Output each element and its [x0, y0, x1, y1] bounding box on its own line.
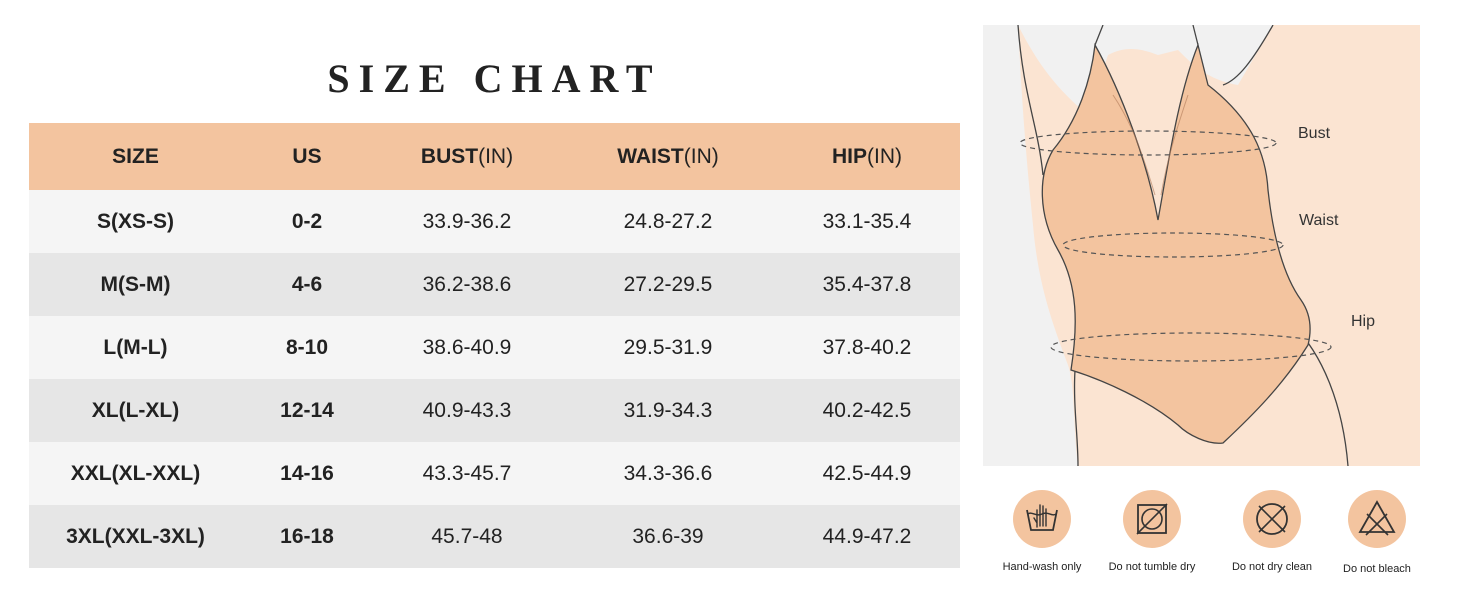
table-row: S(XS-S) 0-2 33.9-36.2 24.8-27.2 33.1-35.…	[29, 190, 960, 253]
cell-hip: 35.4-37.8	[822, 272, 912, 296]
cell-hip: 42.5-44.9	[822, 461, 912, 485]
measurement-figure: Bust Waist Hip	[983, 25, 1420, 466]
cell-us: 14-16	[280, 461, 334, 485]
header-us: US	[292, 144, 322, 168]
no-bleach-icon	[1348, 490, 1406, 548]
table-header-row: SIZE US BUST(IN) WAIST(IN) HIP(IN)	[29, 123, 960, 190]
cell-us: 8-10	[285, 335, 329, 359]
table-row: M(S-M) 4-6 36.2-38.6 27.2-29.5 35.4-37.8	[29, 253, 960, 316]
care-hand-wash: Hand-wash only	[982, 490, 1102, 573]
cell-waist: 31.9-34.3	[623, 398, 713, 422]
header-size: SIZE	[112, 144, 159, 168]
cell-hip: 37.8-40.2	[822, 335, 912, 359]
cell-hip: 33.1-35.4	[822, 209, 912, 233]
cell-bust: 38.6-40.9	[422, 335, 512, 359]
table-row: XXL(XL-XXL) 14-16 43.3-45.7 34.3-36.6 42…	[29, 442, 960, 505]
hip-label: Hip	[1351, 313, 1376, 330]
cell-size: L(M-L)	[103, 335, 168, 359]
cell-us: 16-18	[280, 524, 334, 548]
care-label: Do not dry clean	[1231, 561, 1313, 573]
cell-size: 3XL(XXL-3XL)	[66, 524, 205, 548]
page-title: SIZE CHART	[327, 56, 662, 101]
cell-bust: 43.3-45.7	[422, 461, 512, 485]
cell-us: 4-6	[291, 272, 323, 296]
no-dry-clean-icon	[1243, 490, 1301, 548]
cell-waist: 34.3-36.6	[623, 461, 713, 485]
cell-waist: 24.8-27.2	[623, 209, 713, 233]
body-illustration	[1017, 25, 1420, 466]
care-label: Do not bleach	[1343, 563, 1411, 575]
table-row: XL(L-XL) 12-14 40.9-43.3 31.9-34.3 40.2-…	[29, 379, 960, 442]
hand-wash-icon	[1013, 490, 1071, 548]
cell-bust: 36.2-38.6	[422, 272, 512, 296]
cell-waist: 29.5-31.9	[623, 335, 713, 359]
cell-hip: 40.2-42.5	[822, 398, 912, 422]
table-row: 3XL(XXL-3XL) 16-18 45.7-48 36.6-39 44.9-…	[29, 505, 960, 568]
cell-bust: 33.9-36.2	[422, 209, 512, 233]
care-no-dry-clean: Do not dry clean	[1212, 490, 1332, 573]
waist-label: Waist	[1299, 212, 1339, 229]
cell-hip: 44.9-47.2	[822, 524, 912, 548]
cell-us: 12-14	[280, 398, 334, 422]
header-hip: HIP(IN)	[831, 144, 902, 168]
cell-bust: 40.9-43.3	[422, 398, 512, 422]
bust-label: Bust	[1298, 125, 1331, 142]
table-row: L(M-L) 8-10 38.6-40.9 29.5-31.9 37.8-40.…	[29, 316, 960, 379]
care-no-tumble-dry: Do not tumble dry	[1092, 490, 1212, 573]
cell-waist: 27.2-29.5	[623, 272, 713, 296]
cell-size: XXL(XL-XXL)	[70, 461, 201, 485]
cell-bust: 45.7-48	[431, 524, 503, 548]
cell-size: M(S-M)	[100, 272, 171, 296]
no-tumble-dry-icon	[1123, 490, 1181, 548]
header-bust: BUST(IN)	[420, 144, 514, 168]
cell-size: S(XS-S)	[96, 209, 174, 233]
care-label: Do not tumble dry	[1108, 561, 1196, 573]
care-label: Hand-wash only	[1002, 561, 1082, 573]
cell-us: 0-2	[291, 209, 323, 233]
header-waist: WAIST(IN)	[617, 144, 719, 168]
cell-size: XL(L-XL)	[91, 398, 180, 422]
size-table: SIZE US BUST(IN) WAIST(IN) HIP(IN) S(XS-…	[29, 123, 960, 568]
cell-waist: 36.6-39	[632, 524, 704, 548]
care-no-bleach: Do not bleach	[1317, 490, 1437, 575]
